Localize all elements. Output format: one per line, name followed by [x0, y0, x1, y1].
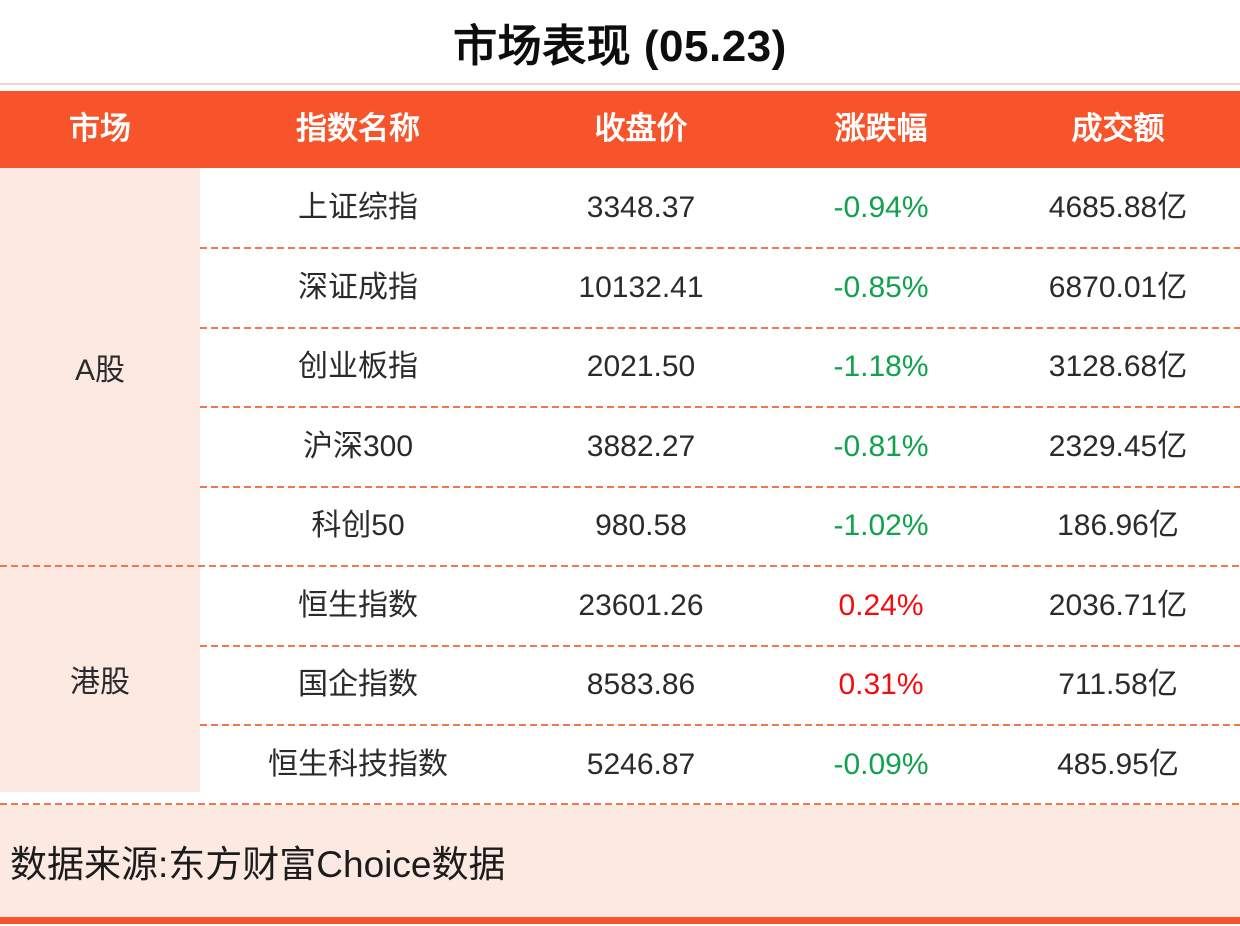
header-index-name: 指数名称: [296, 111, 420, 147]
change-percent: 0.24%: [838, 588, 924, 622]
change-percent: -1.18%: [833, 350, 929, 384]
change-percent: -0.85%: [833, 270, 929, 304]
table-row: 科创50 980.58 -1.02% 186.96亿: [0, 486, 1240, 566]
index-name: 恒生科技指数: [268, 747, 448, 781]
title-gap: [0, 85, 1240, 91]
turnover: 6870.01亿: [1048, 270, 1188, 304]
row-divider: [200, 247, 1240, 249]
close-price: 8583.86: [586, 668, 696, 702]
table-row: 上证综指 3348.37 -0.94% 4685.88亿: [0, 168, 1240, 248]
page-title: 市场表现 (05.23): [453, 21, 787, 71]
table-row: 恒生科技指数 5246.87 -0.09% 485.95亿: [0, 725, 1240, 805]
close-price: 5246.87: [586, 747, 696, 781]
market-group-a-shares: A股: [74, 354, 125, 387]
change-percent: -0.94%: [833, 191, 929, 225]
table-row: 国企指数 8583.86 0.31% 711.58亿: [0, 645, 1240, 725]
change-percent: 0.31%: [838, 668, 924, 702]
table-row: 沪深300 3882.27 -0.81% 2329.45亿: [0, 407, 1240, 487]
index-name: 创业板指: [298, 350, 418, 384]
turnover: 2329.45亿: [1048, 429, 1188, 463]
table-header-row: 市场 指数名称 收盘价 涨跌幅 成交额: [0, 91, 1240, 168]
header-market: 市场: [69, 111, 131, 147]
index-name: 科创50: [311, 509, 405, 543]
index-name: 国企指数: [298, 668, 418, 702]
title-divider: [0, 83, 1240, 85]
change-percent: -1.02%: [833, 509, 929, 543]
table-bottom-divider: [0, 803, 1240, 805]
group-divider: [0, 565, 1240, 567]
table-body: A股 港股 上证综指 3348.37 -0.94% 4685.88亿 深证成指 …: [0, 168, 1240, 805]
close-price: 23601.26: [578, 588, 704, 622]
table-row: 深证成指 10132.41 -0.85% 6870.01亿: [0, 248, 1240, 328]
close-price: 2021.50: [586, 350, 696, 384]
data-source-text: 数据来源:东方财富Choice数据: [10, 844, 506, 885]
market-group-hk-shares: 港股: [70, 666, 130, 699]
bottom-accent-bar: [0, 917, 1240, 924]
index-name: 上证综指: [298, 191, 418, 225]
index-name: 深证成指: [298, 270, 418, 304]
row-divider: [200, 485, 1240, 488]
index-name: 沪深300: [302, 429, 414, 463]
title-area: 市场表现 (05.23): [0, 0, 1240, 83]
header-turnover: 成交额: [1071, 111, 1165, 147]
turnover: 186.96亿: [1057, 509, 1179, 543]
table-row: 创业板指 2021.50 -1.18% 3128.68亿: [0, 327, 1240, 407]
header-change-percent: 涨跌幅: [834, 111, 928, 147]
market-table: 市场 指数名称 收盘价 涨跌幅 成交额 A股 港股 上证综指 3348.37 -…: [0, 91, 1240, 805]
change-percent: -0.81%: [833, 429, 929, 463]
close-price: 10132.41: [578, 270, 704, 304]
header-close-price: 收盘价: [594, 111, 688, 147]
turnover: 4685.88亿: [1048, 191, 1188, 225]
turnover: 3128.68亿: [1048, 350, 1188, 384]
row-divider: [200, 326, 1240, 329]
close-price: 980.58: [595, 509, 687, 543]
row-divider: [200, 724, 1240, 726]
market-group-column: A股 港股: [0, 168, 200, 792]
close-price: 3348.37: [586, 191, 696, 225]
row-divider: [200, 406, 1240, 408]
close-price: 3882.27: [586, 429, 696, 463]
index-name: 恒生指数: [298, 588, 418, 622]
turnover: 711.58亿: [1058, 668, 1178, 702]
turnover: 2036.71亿: [1048, 588, 1188, 622]
data-source-footer: 数据来源:东方财富Choice数据: [0, 805, 1240, 917]
row-divider: [200, 644, 1240, 647]
table-row: 恒生指数 23601.26 0.24% 2036.71亿: [0, 566, 1240, 646]
turnover: 485.95亿: [1057, 747, 1179, 781]
change-percent: -0.09%: [833, 747, 929, 781]
